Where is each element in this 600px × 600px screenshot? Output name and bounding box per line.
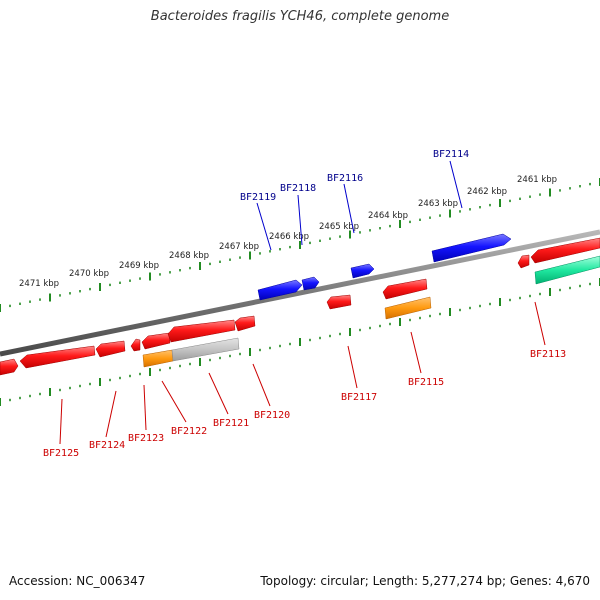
scale-label: 2466 kbp <box>269 232 309 242</box>
map-title: Bacteroides fragilis YCH46, complete gen… <box>150 9 450 24</box>
gene-label-bf2119[interactable]: BF2119 <box>240 192 276 203</box>
gene-label-bf2113[interactable]: BF2113 <box>530 349 566 360</box>
gene-label-bf2125[interactable]: BF2125 <box>43 448 79 459</box>
gene-label-bf2121[interactable]: BF2121 <box>213 418 249 429</box>
upper-scale-ticks <box>0 178 600 312</box>
gene-bf2117[interactable] <box>326 294 352 310</box>
gene-bf2122[interactable] <box>141 332 171 350</box>
scale-label: 2463 kbp <box>418 199 458 209</box>
leader-line <box>347 345 358 389</box>
gene-bf2113[interactable] <box>530 237 600 264</box>
leader-line <box>256 202 272 251</box>
reverse-strand-genes <box>0 237 600 376</box>
gene-bf2118[interactable] <box>301 276 320 291</box>
gene-label-bf2122[interactable]: BF2122 <box>171 426 207 437</box>
gene-bf2121[interactable] <box>167 319 236 343</box>
gene-label-bf2118[interactable]: BF2118 <box>280 183 316 194</box>
scale-label: 2469 kbp <box>119 261 159 271</box>
leader-line <box>105 390 117 438</box>
gene-bf2125[interactable] <box>19 345 96 369</box>
scale-label: 2462 kbp <box>467 187 507 197</box>
leader-line <box>410 331 422 374</box>
gene-label-bf2116[interactable]: BF2116 <box>327 173 363 184</box>
scale-labels: 2471 kbp 2470 kbp 2469 kbp 2468 kbp 2467… <box>19 175 557 289</box>
gene-label-bf2117[interactable]: BF2117 <box>341 392 377 403</box>
leader-line <box>143 384 147 431</box>
gene-label-bf2115[interactable]: BF2115 <box>408 377 444 388</box>
genome-backbone <box>0 229 600 357</box>
leader-line <box>297 194 303 246</box>
gene-label-bf2120[interactable]: BF2120 <box>254 410 290 421</box>
leader-line <box>343 183 355 234</box>
leader-line <box>59 398 63 445</box>
gene-label-bf2124[interactable]: BF2124 <box>89 440 125 451</box>
leader-line <box>534 301 546 346</box>
lower-scale-ticks <box>0 278 600 406</box>
leader-line <box>449 160 463 209</box>
feature-orange-bf2115[interactable] <box>384 296 432 320</box>
gene-label-bf2123[interactable]: BF2123 <box>128 433 164 444</box>
feature-teal-bf2113[interactable] <box>534 255 600 285</box>
scale-label: 2471 kbp <box>19 279 59 289</box>
gene-bf2116[interactable] <box>350 263 375 279</box>
gene-bf2114[interactable] <box>431 233 512 263</box>
feature-grey-bf2121[interactable] <box>171 337 240 362</box>
topology-label: Topology: circular; Length: 5,277,274 bp… <box>260 574 590 588</box>
gene-bf2124[interactable] <box>95 340 126 358</box>
gene-labels: BF2119 BF2118 BF2116 BF2114 BF2125 BF212… <box>43 149 566 459</box>
scale-label: 2464 kbp <box>368 211 408 221</box>
gene-label-bf2114[interactable]: BF2114 <box>433 149 469 160</box>
label-leader-lines <box>59 160 546 445</box>
gene-bf2119[interactable] <box>257 279 303 301</box>
scale-label: 2470 kbp <box>69 269 109 279</box>
scale-label: 2467 kbp <box>219 242 259 252</box>
gene-bf2115-red[interactable] <box>382 278 428 300</box>
scale-label: 2465 kbp <box>319 222 359 232</box>
forward-strand-genes <box>257 233 512 301</box>
gene-bf2126[interactable] <box>0 358 19 376</box>
gene-bf2123[interactable] <box>130 338 141 352</box>
feature-orange-bf2122[interactable] <box>142 349 174 368</box>
scale-label: 2461 kbp <box>517 175 557 185</box>
gene-bf2120[interactable] <box>234 315 256 332</box>
leader-line <box>208 372 229 415</box>
leader-line <box>252 363 271 407</box>
accession-label: Accession: NC_006347 <box>9 574 146 588</box>
leader-line <box>161 380 187 423</box>
scale-label: 2468 kbp <box>169 251 209 261</box>
gene-bf2113-small[interactable] <box>517 254 530 269</box>
